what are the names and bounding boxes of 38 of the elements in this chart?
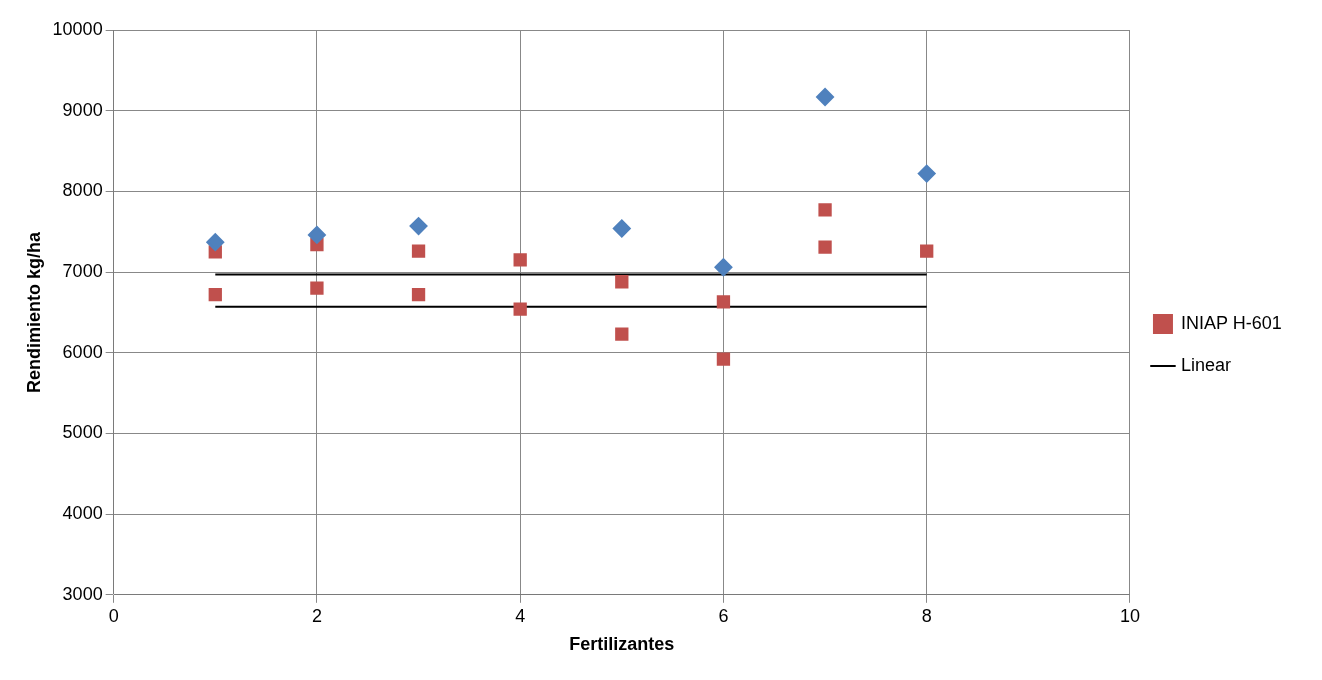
point [816,87,835,106]
x-tick-label: 10 [1119,605,1140,626]
y-tick-label: 5000 [62,422,103,443]
point [411,244,426,258]
point [818,240,832,254]
point [310,281,324,295]
point [615,327,629,341]
point [409,217,428,236]
point [615,275,629,289]
point [917,164,936,183]
point [513,302,527,316]
y-tick-label: 6000 [62,341,103,362]
y-tick-label: 3000 [62,583,103,604]
point [206,233,225,252]
legend-label: Linear [1180,354,1232,375]
x-tick-label: 8 [921,605,932,626]
point [714,258,733,277]
point [208,287,222,302]
point [307,225,326,244]
point [818,203,832,217]
point [716,295,731,309]
x-tick-label: 6 [718,605,729,626]
y-tick-label: 7000 [62,261,103,282]
y-axis-title: Rendimiento kg/ha [23,230,44,393]
point [411,287,426,302]
point [920,244,934,258]
x-axis-title: Fertilizantes [569,634,675,655]
point [513,253,527,267]
y-tick-label: 8000 [62,180,103,201]
legend-label: INIAP H-601 [1180,312,1282,333]
x-tick-label: 0 [108,605,119,626]
x-tick-label: 4 [515,605,526,626]
point [612,219,631,238]
y-tick-label: 4000 [62,503,103,524]
x-tick-label: 2 [311,605,322,626]
y-tick-label: 10000 [52,18,103,39]
y-tick-label: 9000 [62,99,103,120]
point [716,352,731,366]
